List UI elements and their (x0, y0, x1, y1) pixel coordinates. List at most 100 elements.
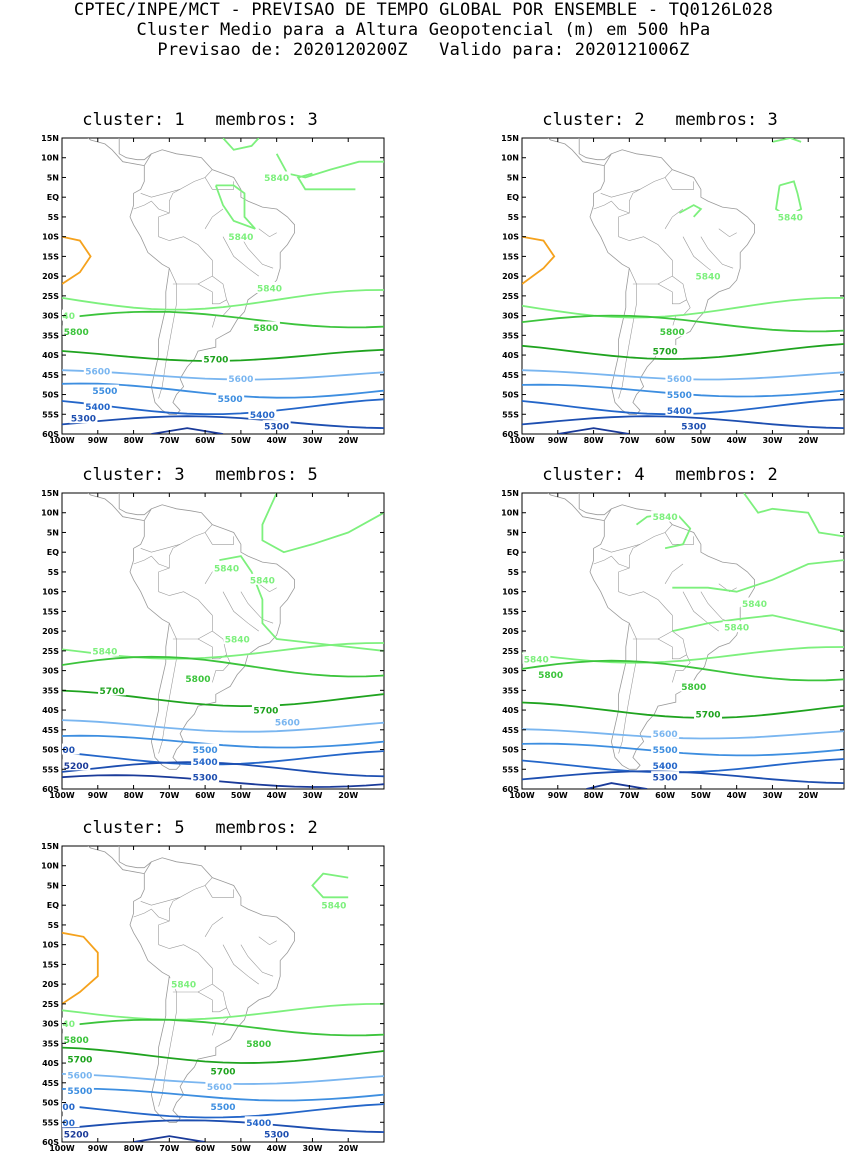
contour-5840 (775, 180, 803, 218)
contour-label: 100 (56, 1119, 75, 1129)
country-border (140, 544, 181, 553)
lon-label: 80W (124, 436, 144, 445)
contour-5800 (62, 310, 384, 329)
lat-label: 10N (41, 862, 59, 871)
contour-label: 5800 (64, 328, 89, 338)
contour-5200 (557, 427, 630, 434)
country-border (657, 630, 687, 660)
contour-label-bg (522, 652, 551, 664)
cluster-map-5: 5840 5840 340 5800 5800 5700 5700 5600 5600 5500 5… (41, 842, 385, 1153)
lat-label: 10N (501, 509, 519, 518)
lon-label: 50W (231, 1144, 251, 1153)
contour-label: 5300 (653, 774, 678, 784)
lon-label: 40W (267, 791, 287, 800)
contour-5840 (219, 555, 384, 652)
contour-label-bg (62, 1017, 80, 1029)
lat-label: 55S (42, 1118, 59, 1127)
contour-5600 (62, 369, 384, 381)
contour-label: 5600 (653, 730, 678, 740)
contour-label: 5600 (667, 375, 692, 385)
country-border (258, 228, 277, 238)
contour-label: 5400 (250, 411, 275, 421)
lon-label: 60W (195, 436, 215, 445)
contour-label-bg (740, 597, 769, 609)
lat-label: 5N (507, 173, 519, 182)
contour-label-bg (209, 1064, 237, 1076)
contour-5800 (522, 659, 844, 682)
contour-label: 5300 (264, 1131, 289, 1141)
panel-title: cluster: 3 membros: 5 (82, 465, 318, 485)
lat-label: 50S (502, 391, 519, 400)
lon-label: 50W (231, 436, 251, 445)
contour-5840 (311, 872, 349, 899)
lat-label: EQ (47, 901, 59, 910)
contour-5840 (296, 172, 356, 191)
lon-label: 100W (49, 1144, 75, 1153)
lat-label: 10S (502, 588, 519, 597)
lon-label: 90W (548, 791, 568, 800)
country-border (158, 169, 213, 237)
contour-label-bg (651, 759, 680, 771)
lat-label: 20S (502, 627, 519, 636)
lat-label: 45S (42, 1079, 59, 1088)
lat-label: 10N (501, 154, 519, 163)
lat-label: 30S (502, 667, 519, 676)
contour-label-bg (651, 345, 680, 357)
lat-label: 5S (48, 921, 60, 930)
lat-label: 10S (42, 588, 59, 597)
contour-label-bg (183, 672, 212, 684)
contour-label: 5800 (681, 683, 706, 693)
country-border (133, 200, 170, 214)
lon-label: 20W (798, 436, 818, 445)
lon-label: 40W (727, 791, 747, 800)
lon-label: 20W (338, 1144, 358, 1153)
contour-label-bg (62, 1033, 91, 1045)
contour-label: 340 (56, 1020, 75, 1030)
central-america-coastline (547, 493, 605, 521)
lat-label: 15N (501, 489, 519, 498)
contour-label-bg (651, 743, 680, 755)
lon-label: 20W (338, 436, 358, 445)
lat-label: 50S (42, 1099, 59, 1108)
contour-warm (62, 235, 92, 285)
contour-5840 (62, 1003, 384, 1021)
panel-title: cluster: 1 membros: 3 (82, 110, 318, 130)
south-america-coastline (589, 504, 755, 770)
country-border (158, 877, 213, 945)
lat-label: 10N (41, 509, 59, 518)
contour-label-bg (205, 1080, 234, 1092)
contour-label: 5500 (218, 395, 243, 405)
contour-label-bg (244, 1037, 273, 1049)
contour-label-bg (319, 899, 348, 911)
lat-label: 40S (42, 1059, 59, 1068)
lon-label: 70W (619, 791, 639, 800)
contour-label-bg (169, 978, 198, 990)
country-border (158, 976, 177, 1107)
contour-5200 (586, 782, 648, 789)
lat-label: 40S (502, 351, 519, 360)
contour-label: 5500 (67, 1087, 92, 1097)
contour-5500 (62, 1087, 384, 1102)
contour-5500 (522, 742, 844, 757)
contour-label-bg (98, 684, 127, 696)
contour-label: 300 (56, 746, 75, 756)
lat-label: 10S (42, 233, 59, 242)
lon-label: 100W (49, 436, 75, 445)
contour-5840 (522, 297, 844, 319)
central-america-coastline (87, 493, 145, 521)
contour-5840 (772, 138, 802, 143)
country-border (593, 555, 630, 569)
lat-label: 40S (502, 706, 519, 715)
contour-label-bg (223, 633, 252, 645)
lon-label: 30W (762, 791, 782, 800)
contour-label-bg (65, 1068, 94, 1080)
lat-label: 20S (502, 272, 519, 281)
contour-label-bg (90, 644, 119, 656)
lat-label: 20S (42, 272, 59, 281)
cluster-panel-3: cluster: 3 membros: 5 5840 5840 5840 5840 58… (0, 465, 400, 800)
country-border (618, 268, 637, 399)
panel-title: cluster: 4 membros: 2 (542, 465, 778, 485)
contour-label-bg (658, 325, 687, 337)
caribbean-coastline (577, 138, 612, 161)
